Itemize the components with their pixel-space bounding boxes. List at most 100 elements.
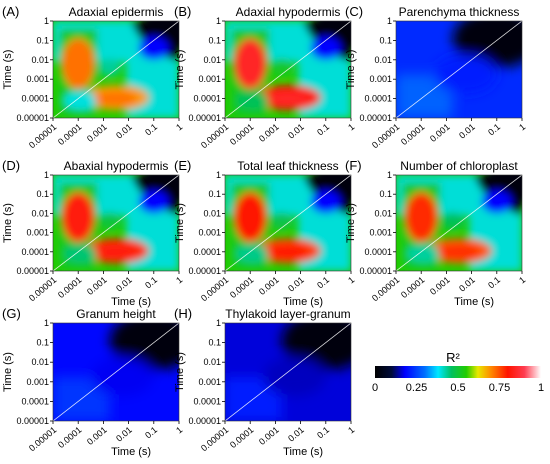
panel-title: Adaxial epidermis: [69, 5, 164, 19]
colorbar-tick-label: 0: [372, 382, 378, 394]
y-tick-label: 1: [216, 318, 221, 328]
panel-title: Thylakoid layer-granum: [225, 307, 350, 321]
y-tick-label: 0.0001: [193, 396, 221, 406]
panel-title: Granum height: [76, 307, 156, 321]
diagonal-line: [225, 21, 351, 118]
heatmap-plot-area: [396, 175, 522, 271]
x-tick-label: 0.00001: [27, 275, 58, 304]
plot-border: [224, 174, 352, 272]
y-axis-label: Time (s): [2, 50, 14, 90]
heatmap-panel: (G) Granum height0.000010.00010.0010.010.…: [2, 306, 184, 458]
x-tick-label: 0.00001: [27, 425, 58, 454]
diagonal-line: [53, 21, 179, 118]
x-tick-label: 0.1: [486, 275, 502, 291]
x-tick-label: 0.1: [315, 425, 331, 441]
x-tick-label: 0.00001: [199, 275, 230, 304]
y-axis-label: Time (s): [174, 352, 186, 392]
colorbar-ticks: 0 0.25 0.5 0.75 1: [372, 382, 544, 394]
diagonal-line: [396, 21, 522, 118]
plot-border: [395, 20, 523, 119]
x-tick-label: 0.00001: [370, 275, 401, 304]
x-tick-label: 0.0001: [399, 275, 427, 300]
y-tick-label: 0.00001: [188, 113, 221, 123]
y-tick-label: 0.1: [36, 35, 49, 45]
y-tick-label: 0.1: [208, 189, 221, 199]
y-tick-label: 0.0001: [364, 247, 392, 257]
y-tick-label: 0.01: [203, 357, 221, 367]
y-tick-label: 0.001: [198, 74, 221, 84]
heatmap-plot-area: [225, 323, 351, 421]
y-tick-label: 0.001: [198, 228, 221, 238]
y-tick-label: 0.001: [369, 74, 392, 84]
y-tick-label: 0.0001: [21, 94, 49, 104]
x-axis-label: Time (s): [283, 446, 323, 458]
y-tick-label: 0.0001: [193, 94, 221, 104]
heatmap-panel: (B) Adaxial hypodermis0.000010.00010.0010…: [174, 4, 356, 150]
x-tick-label: 0.001: [257, 122, 281, 144]
heatmap-panel: (A) Adaxial epidermis0.000010.00010.0010.…: [2, 4, 184, 151]
x-tick-label: 0.01: [457, 122, 477, 141]
y-tick-label: 0.01: [31, 55, 49, 65]
x-tick-label: 0.0001: [228, 122, 256, 147]
y-tick-label: 1: [387, 170, 392, 180]
y-tick-label: 0.0001: [21, 396, 49, 406]
heatmap-panel: (H) Thylakoid layer-granum0.000010.00010.…: [174, 306, 356, 458]
y-axis-label: Time (s): [174, 203, 186, 243]
panel-label: (A): [2, 4, 19, 19]
diagonal-line: [53, 323, 179, 421]
panel-title: Abaxial hypodermis: [64, 159, 169, 173]
y-tick-label: 1: [44, 170, 49, 180]
x-tick-label: 0.00001: [27, 122, 58, 151]
x-axis-label: Time (s): [111, 446, 151, 458]
plot-border: [224, 322, 352, 422]
y-tick-label: 0.0001: [21, 247, 49, 257]
x-tick-label: 0.0001: [228, 275, 256, 300]
x-tick-label: 0.1: [143, 122, 159, 138]
y-tick-label: 0.1: [379, 35, 392, 45]
heatmap-plot-area: [225, 21, 351, 118]
x-tick-label: 0.00001: [370, 122, 401, 151]
x-tick-label: 0.01: [114, 122, 134, 141]
heatmap-panel: (C) Parenchyma thickness0.000010.00010.00…: [345, 4, 527, 151]
diagonal-line: [53, 175, 179, 271]
y-axis-label: Time (s): [174, 50, 186, 90]
panel-title: Parenchyma thickness: [399, 5, 520, 19]
heatmap-panel: (F) Number of chloroplast0.000010.00010.0…: [345, 158, 527, 308]
y-tick-label: 0.1: [36, 189, 49, 199]
x-tick-label: 1: [346, 275, 356, 286]
panel-label: (D): [2, 158, 20, 173]
x-tick-label: 0.001: [257, 425, 281, 447]
panel-label: (E): [174, 158, 191, 173]
heatmap-panel: (D) Abaxial hypodermis0.000010.00010.0010…: [2, 158, 184, 308]
y-tick-label: 1: [44, 318, 49, 328]
y-tick-label: 0.00001: [359, 266, 392, 276]
y-tick-label: 0.0001: [364, 94, 392, 104]
plot-border: [52, 322, 180, 422]
y-axis-label: Time (s): [2, 352, 14, 392]
panel-title: Number of chloroplast: [400, 159, 518, 173]
x-axis-label: Time (s): [283, 296, 323, 308]
x-tick-label: 0.01: [286, 425, 306, 444]
y-tick-label: 0.00001: [16, 113, 49, 123]
x-tick-label: 1: [346, 122, 356, 133]
x-tick-label: 0.001: [85, 425, 109, 447]
y-tick-label: 0.01: [374, 208, 392, 218]
plot-border: [52, 20, 180, 119]
x-tick-label: 0.001: [428, 275, 452, 297]
colorbar: R² 0 0.25 0.5 0.75 1: [372, 350, 544, 394]
x-tick-label: 0.0001: [56, 275, 84, 300]
x-tick-label: 0.001: [85, 275, 109, 297]
x-tick-label: 1: [346, 425, 356, 436]
x-tick-label: 0.1: [143, 275, 159, 291]
y-tick-label: 0.00001: [188, 416, 221, 426]
x-tick-label: 0.1: [486, 122, 502, 138]
y-tick-label: 0.01: [374, 55, 392, 65]
panel-label: (C): [345, 4, 363, 19]
diagonal-line: [225, 175, 351, 271]
x-tick-label: 0.0001: [399, 122, 427, 147]
x-tick-label: 0.0001: [228, 425, 256, 450]
y-tick-label: 0.001: [26, 228, 49, 238]
panel-label: (G): [2, 306, 21, 321]
x-tick-label: 1: [517, 275, 527, 286]
